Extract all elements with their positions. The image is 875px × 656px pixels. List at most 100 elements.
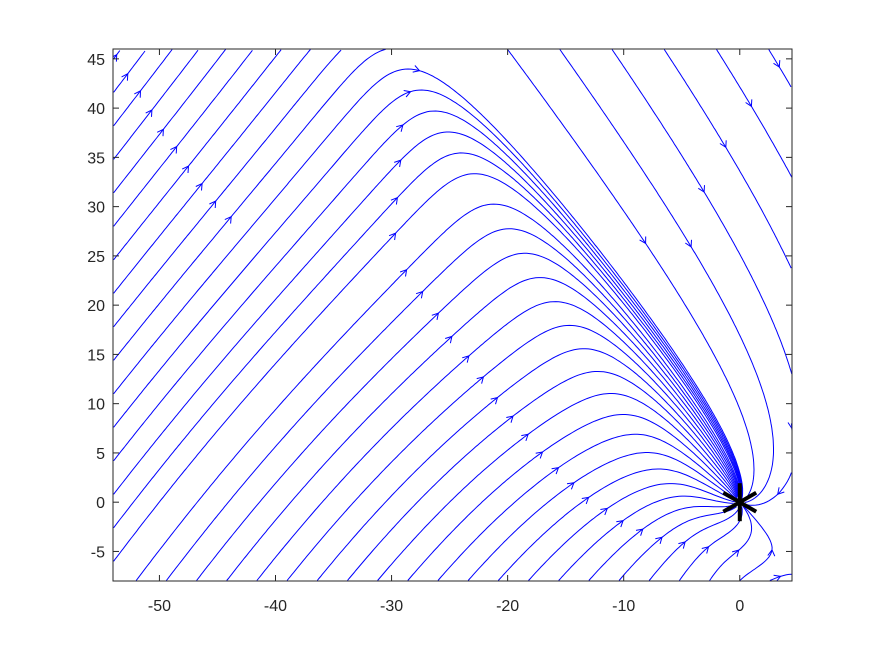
streamline-arrow (521, 433, 529, 442)
streamline (663, 49, 792, 269)
streamline-arrow (719, 140, 727, 149)
y-tick-label: 45 (87, 52, 105, 69)
streamline (648, 506, 741, 581)
streamlines-layer (113, 49, 792, 581)
x-axis: -50 -40 -30 -20 -10 0 (148, 49, 744, 615)
streamline (113, 110, 743, 499)
y-tick-label: 10 (87, 397, 105, 414)
streamline-arrow (767, 548, 776, 557)
streamline (716, 49, 792, 178)
streamline-arrow (412, 65, 421, 73)
equilibrium-marker (722, 483, 758, 522)
streamline (113, 131, 743, 499)
streamline-arrow (394, 159, 402, 167)
streamline (618, 506, 737, 581)
streamline (113, 49, 386, 361)
streamline-arrow (639, 236, 647, 245)
streamline (113, 49, 227, 194)
streamline (113, 49, 342, 328)
y-tick-label: 40 (87, 101, 105, 118)
y-axis: -5 0 5 10 15 20 25 30 35 40 45 (87, 52, 792, 561)
streamline (377, 393, 738, 581)
streamline-arrow (224, 215, 232, 224)
streamline (286, 324, 740, 581)
equilibrium-stroke (722, 490, 758, 514)
streamline (507, 49, 755, 501)
streamline (113, 152, 742, 529)
streamline-arrow (145, 109, 153, 117)
streamline (113, 49, 173, 127)
streamline-arrow (195, 182, 203, 191)
x-tick-label: 0 (735, 598, 744, 615)
streamline (497, 468, 736, 581)
streamline-arrow (635, 528, 644, 536)
streamline-arrow (678, 541, 686, 549)
streamline (407, 414, 738, 581)
y-tick-label: 5 (96, 446, 105, 463)
streamline (611, 49, 792, 375)
streamline (347, 371, 738, 581)
streamline (113, 68, 744, 499)
streamline-arrow (506, 415, 514, 423)
streamline-arrow (777, 487, 785, 495)
streamline-arrow (156, 128, 164, 137)
streamline-arrow (698, 185, 705, 193)
y-tick-label: -5 (91, 544, 105, 561)
y-tick-label: 20 (87, 298, 105, 315)
streamline-arrow (616, 519, 624, 528)
streamline (226, 277, 741, 581)
streamline (559, 49, 774, 503)
streamline (113, 49, 282, 261)
streamline-arrow (745, 99, 753, 108)
streamline-arrow (600, 507, 609, 516)
streamline-arrow (731, 549, 740, 557)
streamline-arrow (581, 496, 590, 505)
y-tick-label: 15 (87, 347, 105, 364)
streamline-arrow (701, 546, 710, 554)
streamline-arrow (551, 466, 560, 475)
streamline (678, 506, 743, 581)
x-tick-label: -10 (612, 598, 635, 615)
streamline-arrow (431, 312, 440, 321)
streamline-arrow (181, 165, 190, 174)
streamline (467, 452, 736, 581)
streamline-arrow (490, 396, 499, 405)
x-tick-label: -40 (264, 598, 287, 615)
streamline-arrow (403, 90, 412, 98)
streamline-arrow (535, 451, 544, 459)
streamline (113, 89, 743, 499)
x-tick-label: -20 (496, 598, 519, 615)
streamline-arrow (655, 536, 663, 545)
streamline (113, 173, 742, 562)
streamline-arrow (388, 232, 397, 241)
streamline-arrow (476, 376, 485, 384)
streamline (437, 433, 737, 581)
streamline (196, 252, 741, 581)
streamline-arrow (396, 124, 404, 132)
streamline (113, 49, 311, 294)
streamline (744, 472, 792, 506)
x-tick-label: -30 (380, 598, 403, 615)
streamline (528, 483, 735, 581)
streamline-arrow (685, 239, 692, 248)
streamline (709, 505, 753, 581)
streamline-arrow (415, 290, 424, 299)
x-tick-label: -50 (148, 598, 171, 615)
streamline (113, 49, 253, 227)
streamline (256, 301, 740, 581)
y-tick-label: 25 (87, 249, 105, 266)
streamline-arrow (462, 355, 470, 363)
streamline-arrow (170, 145, 178, 154)
streamline-arrow (399, 268, 408, 277)
plot-box (112, 48, 793, 582)
streamline (135, 203, 742, 581)
plot-area-background (113, 49, 792, 581)
streamline (558, 495, 734, 581)
streamline (166, 228, 741, 581)
streamline (739, 505, 773, 581)
streamline-arrow (773, 60, 781, 68)
y-tick-label: 0 (96, 495, 105, 512)
streamline (316, 348, 739, 581)
streamline-arrow (445, 335, 453, 344)
